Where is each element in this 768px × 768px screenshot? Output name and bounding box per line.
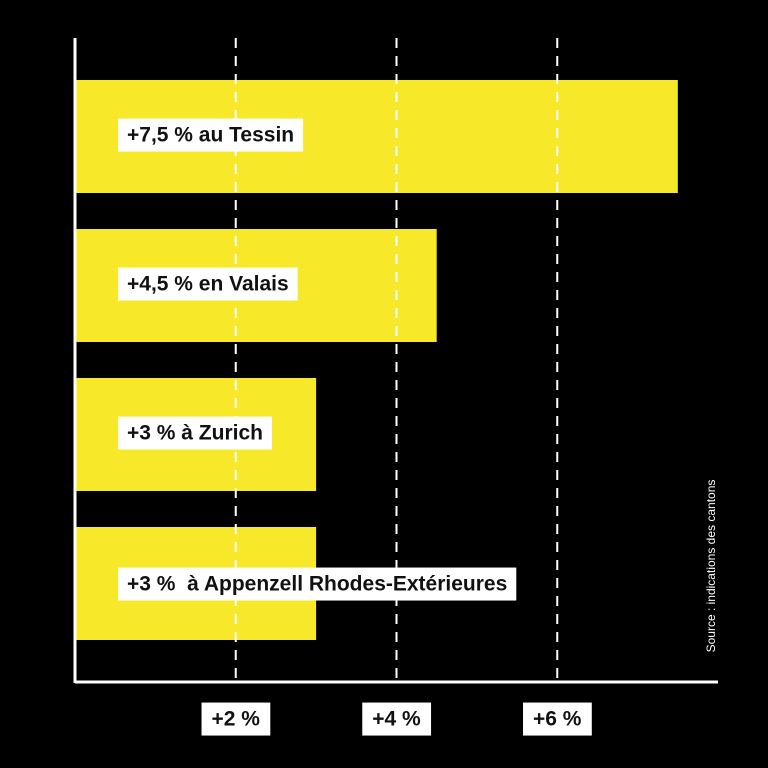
bar-label-box	[118, 118, 304, 152]
bar-label: +3 % à Appenzell Rhodes-Extérieures	[127, 573, 507, 596]
bar-label-box	[118, 416, 272, 450]
bar-label-box	[118, 567, 517, 601]
x-tick-label: +4 %	[372, 708, 421, 731]
bar-label-box	[118, 267, 298, 301]
bar-label: +3 % à Zurich	[127, 422, 263, 445]
x-tick-label: +2 %	[212, 708, 261, 731]
source-note: Source : indications des cantons	[704, 480, 718, 653]
bar-label: +7,5 % au Tessin	[127, 124, 294, 147]
x-tick-label-box	[362, 702, 432, 736]
bar-label: +4,5 % en Valais	[127, 273, 289, 296]
x-tick-label-box	[523, 702, 592, 736]
x-tick-label: +6 %	[533, 708, 582, 731]
x-tick-label-box	[201, 702, 271, 736]
